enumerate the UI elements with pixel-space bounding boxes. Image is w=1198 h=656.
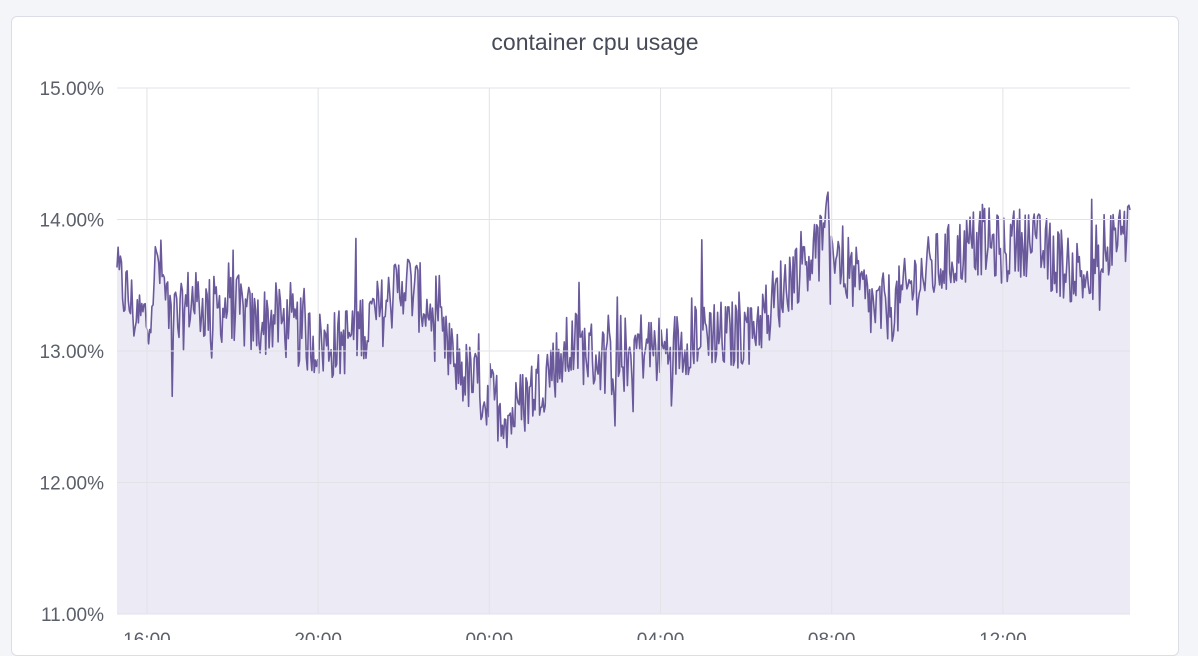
- chart-plot: 11.00% 12.00% 13.00% 14.00% 15.00% 16:00 20:00…: [40, 79, 1131, 640]
- series-layer: [116, 191, 1131, 614]
- y-tick-label: 12.00%: [40, 474, 105, 495]
- axis-layer: 11.00% 12.00% 13.00% 14.00% 15.00% 16:00 20:00…: [40, 79, 1027, 640]
- grid-layer: [117, 87, 1130, 615]
- x-tick-label: 08:00: [808, 630, 856, 640]
- y-tick-label: 15.00%: [40, 79, 105, 100]
- y-tick-label: 14.00%: [40, 211, 105, 232]
- x-tick-label: 20:00: [294, 630, 342, 640]
- y-tick-label: 11.00%: [41, 605, 104, 626]
- x-tick-label: 16:00: [123, 630, 171, 640]
- x-tick-label: 12:00: [979, 630, 1027, 640]
- y-tick-label: 13.00%: [40, 342, 105, 363]
- x-tick-label: 00:00: [466, 630, 514, 640]
- chart-title: container cpu usage: [491, 29, 699, 55]
- x-tick-label: 04:00: [637, 630, 685, 640]
- series-line: [116, 191, 1131, 449]
